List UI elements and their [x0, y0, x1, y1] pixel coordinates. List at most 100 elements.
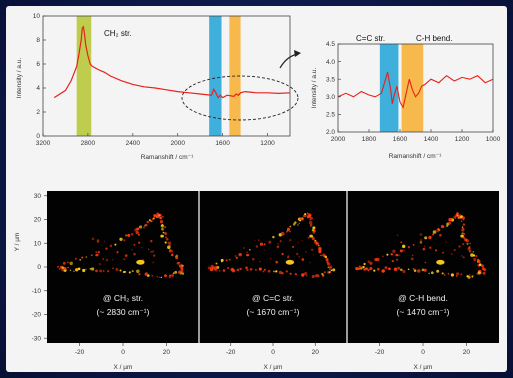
image-signal-dot [301, 218, 304, 221]
image-signal-dot [460, 220, 463, 222]
image-signal-dot [168, 275, 172, 279]
image-signal-dot [390, 253, 393, 256]
image-signal-dot [99, 269, 103, 273]
image-signal-dot [169, 274, 171, 277]
image-signal-dot [123, 239, 126, 242]
ch2-stretch-band-label: CH₂ str. [104, 29, 132, 38]
image-signal-dot [122, 271, 125, 274]
image-signal-dot [95, 269, 98, 273]
image-signal-dot [246, 251, 248, 254]
image-signal-dot [62, 261, 66, 265]
image-signal-dot [58, 268, 61, 270]
image-signal-dot [287, 227, 290, 231]
image-signal-dot [242, 246, 245, 250]
image-signal-dot [131, 270, 134, 273]
image-hotspot [136, 259, 145, 265]
full-spectrum-x-tick-label: 3200 [36, 140, 51, 147]
raman-image-row: 30 20 10 0 -10 -20 -30 -20 0 20 -20 0 20 -20 0 20 Y / … [14, 191, 499, 371]
image-signal-dot [146, 220, 149, 224]
image-signal-dot [128, 271, 131, 274]
zoom-spectrum-y-tick-label: 3.0 [326, 94, 335, 101]
image-hotspot [309, 234, 313, 238]
image-signal-dot [218, 269, 221, 272]
image-x-tick-label: -20 [75, 349, 85, 356]
image-signal-dot [483, 268, 487, 271]
image-signal-dot [301, 273, 305, 277]
image-signal-dot [311, 237, 315, 241]
image-signal-dot [160, 276, 163, 279]
image-signal-dot [440, 225, 445, 229]
image-signal-dot [167, 241, 172, 245]
image-signal-dot [318, 250, 322, 254]
zoom-spectrum-x-tick-label: 1600 [393, 136, 408, 143]
image-signal-dot [285, 231, 288, 233]
image-signal-dot [363, 262, 366, 266]
image-signal-dot [468, 249, 472, 253]
image-signal-dot [175, 256, 179, 260]
zoom-spectrum-y-tick-label: 4.0 [326, 59, 335, 66]
image-signal-dot [227, 267, 230, 269]
image-signal-dot [298, 256, 300, 258]
image-signal-dot [438, 229, 441, 231]
image-signal-dot [141, 247, 143, 249]
image-signal-dot [276, 245, 280, 249]
image-signal-dot [289, 239, 292, 242]
image-signal-dot [170, 249, 174, 253]
image-signal-dot [304, 271, 308, 276]
image-2-caption-line2: (~ 1670 cm⁻¹) [247, 307, 300, 317]
image-signal-dot [254, 239, 256, 241]
image-signal-dot [311, 275, 315, 278]
image-hotspot [95, 253, 99, 257]
image-signal-dot [96, 239, 100, 242]
image-signal-dot [407, 268, 410, 271]
image-y-tick-label: 20 [34, 217, 42, 224]
image-signal-dot [456, 212, 459, 216]
image-signal-dot [273, 270, 275, 273]
full-spectrum-y-tick-label: 6 [36, 61, 40, 68]
image-signal-dot [412, 268, 415, 270]
image-signal-dot [407, 246, 411, 249]
image-signal-dot [304, 213, 307, 216]
zoom-spectrum-x-tick-label: 1800 [362, 136, 377, 143]
image-signal-dot [400, 241, 403, 244]
image-signal-dot [455, 275, 458, 277]
image-signal-dot [66, 261, 69, 264]
image-signal-dot [456, 214, 459, 217]
image-signal-dot [388, 267, 391, 271]
image-signal-dot [360, 267, 363, 270]
zoom-spectrum-x-tick-label: 1000 [486, 136, 501, 143]
image-signal-dot [172, 252, 174, 254]
image-signal-dot [151, 250, 155, 253]
image-signal-dot [82, 268, 86, 273]
image-signal-dot [159, 220, 164, 224]
image-signal-dot [239, 267, 242, 271]
image-signal-dot [90, 267, 95, 271]
image-signal-dot [115, 268, 119, 271]
image-signal-dot [269, 257, 272, 260]
image-x-tick-label: -20 [375, 349, 385, 356]
image-signal-dot [153, 254, 156, 257]
image-signal-dot [69, 261, 73, 266]
image-signal-dot [434, 249, 437, 252]
image-signal-dot [102, 257, 105, 260]
raman-image-panel-3 [355, 212, 487, 279]
image-3-caption-line2: (~ 1470 cm⁻¹) [397, 307, 450, 317]
image-signal-dot [225, 259, 228, 262]
image-signal-dot [85, 268, 87, 271]
image-signal-dot [467, 247, 471, 251]
image-signal-dot [309, 223, 313, 227]
image-signal-dot [238, 252, 242, 257]
image-y-tick-label: -10 [32, 288, 42, 295]
image-x-tick-label: 0 [271, 349, 275, 356]
image-signal-dot [326, 261, 329, 265]
image-signal-dot [318, 244, 320, 247]
image-signal-dot [177, 270, 182, 274]
image-signal-dot [109, 244, 113, 247]
image-signal-dot [176, 261, 180, 265]
image-hotspot [460, 234, 464, 238]
image-signal-dot [482, 271, 486, 275]
image-signal-dot [369, 267, 373, 271]
full-spectrum-x-tick-label: 2400 [126, 140, 141, 147]
image-signal-dot [450, 253, 453, 256]
image-signal-dot [280, 231, 285, 236]
